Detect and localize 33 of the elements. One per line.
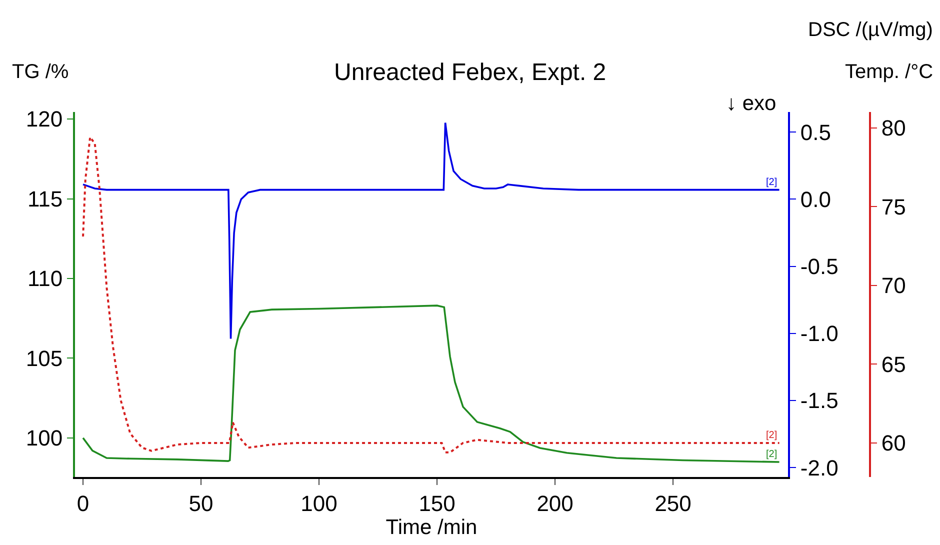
x-tick-label: 200 (536, 491, 574, 516)
annotation: [2] (766, 449, 778, 460)
line-series (82, 304, 780, 463)
y2-axis-title: DSC /(µV/mg) (808, 19, 933, 41)
annotation: [2] (766, 430, 778, 441)
y-axis-title: TG /% (12, 61, 69, 83)
y3-tick-label: 65 (881, 352, 906, 377)
y2-tick-label: -0.5 (800, 254, 838, 280)
chart-title: Unreacted Febex, Expt. 2 (334, 59, 606, 86)
y3-tick-label: 80 (881, 115, 906, 140)
annotation: [2] (766, 177, 778, 188)
y2-tick-label: -1.5 (800, 388, 838, 414)
line-series (82, 122, 780, 340)
x-tick-label: 250 (654, 491, 692, 516)
y3-tick-label: 70 (881, 273, 906, 298)
y3-tick-label: 60 (881, 430, 906, 456)
y-tick-label: 110 (28, 266, 63, 292)
y-tick-label: 100 (26, 426, 63, 451)
y2-tick-label: -1.0 (800, 321, 838, 346)
y3-axis-title: Temp. /°C (845, 61, 934, 83)
y-tick-label: 120 (26, 106, 63, 132)
annotation: ↓ exo (726, 92, 776, 115)
y-tick-label: 105 (26, 346, 63, 371)
y2-tick-label: -2.0 (800, 455, 838, 480)
y3-tick-label: 75 (881, 194, 906, 220)
x-tick-label: 0 (76, 491, 90, 516)
y-tick-label: 115 (28, 186, 63, 212)
x-tick-label: 50 (188, 491, 214, 516)
y2-tick-label: 0.0 (800, 186, 831, 212)
x-tick-label: 100 (300, 491, 338, 516)
x-axis-title: Time /min (386, 516, 478, 540)
y2-tick-label: 0.5 (800, 120, 831, 145)
x-tick-label: 150 (418, 491, 456, 516)
